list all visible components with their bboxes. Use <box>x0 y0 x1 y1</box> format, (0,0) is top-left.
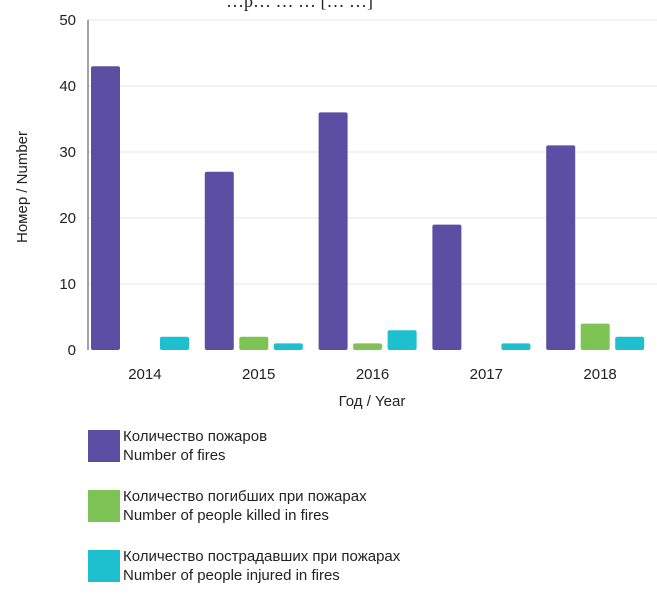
bar-2014-series-0 <box>91 66 120 350</box>
legend-label-injured-en: Number of people injured in fires <box>123 567 340 584</box>
bar-2017-series-2 <box>501 343 531 350</box>
legend-label-killed: Количество погибших при пожарах Number o… <box>123 487 367 525</box>
x-tick-label: 2016 <box>356 366 389 383</box>
bar-2014-series-2 <box>160 336 189 350</box>
legend-swatch-killed <box>88 490 120 522</box>
bar-2015-series-0 <box>204 171 234 350</box>
bar-2016-series-0 <box>318 112 348 351</box>
bar-2018-series-1 <box>580 323 610 350</box>
legend-label-killed-en: Number of people killed in fires <box>123 507 329 524</box>
x-tick-label: 2014 <box>128 366 161 383</box>
y-tick-label: 10 <box>59 276 76 293</box>
bar-2015-series-2 <box>273 343 303 350</box>
legend-label-fires-ru: Количество пожаров <box>123 428 268 445</box>
chart-title: …p… … … [… …] <box>226 0 373 11</box>
legend-item-killed: Количество погибших при пожарах Number o… <box>88 487 608 525</box>
bar-2016-series-1 <box>353 343 383 350</box>
y-tick-label: 20 <box>59 210 76 227</box>
legend-label-injured: Количество пострадавших при пожарах Numb… <box>123 547 400 585</box>
bar-2015-series-1 <box>239 336 269 350</box>
legend-label-killed-ru: Количество погибших при пожарах <box>123 488 367 505</box>
y-tick-label: 0 <box>68 342 76 359</box>
legend-label-injured-ru: Количество пострадавших при пожарах <box>123 548 401 565</box>
bar-2017-series-0 <box>432 224 462 350</box>
x-tick-label: 2017 <box>470 366 503 383</box>
legend-item-injured: Количество пострадавших при пожарах Numb… <box>88 547 608 585</box>
bar-2018-series-0 <box>546 145 576 350</box>
y-tick-labels: 0 10 20 30 40 50 <box>59 12 76 359</box>
bar-2016-series-2 <box>387 330 417 350</box>
legend-swatch-injured <box>88 550 120 582</box>
legend-label-fires-en: Number of fires <box>123 447 226 464</box>
bar-2018-series-2 <box>615 336 645 350</box>
legend-label-fires: Количество пожаров Number of fires <box>123 427 267 465</box>
bars <box>91 66 645 351</box>
x-tick-labels: 2014 2015 2016 2017 2018 <box>128 366 617 383</box>
x-axis-label: Год / Year <box>339 393 406 410</box>
legend: Количество пожаров Number of fires Колич… <box>88 427 608 607</box>
y-tick-label: 40 <box>59 78 76 95</box>
y-axis-label: Номер / Number <box>14 131 31 243</box>
x-tick-label: 2015 <box>242 366 275 383</box>
y-tick-label: 30 <box>59 144 76 161</box>
x-tick-label: 2018 <box>583 366 616 383</box>
legend-swatch-fires <box>88 430 120 462</box>
y-tick-label: 50 <box>59 12 76 29</box>
legend-item-fires: Количество пожаров Number of fires <box>88 427 608 465</box>
